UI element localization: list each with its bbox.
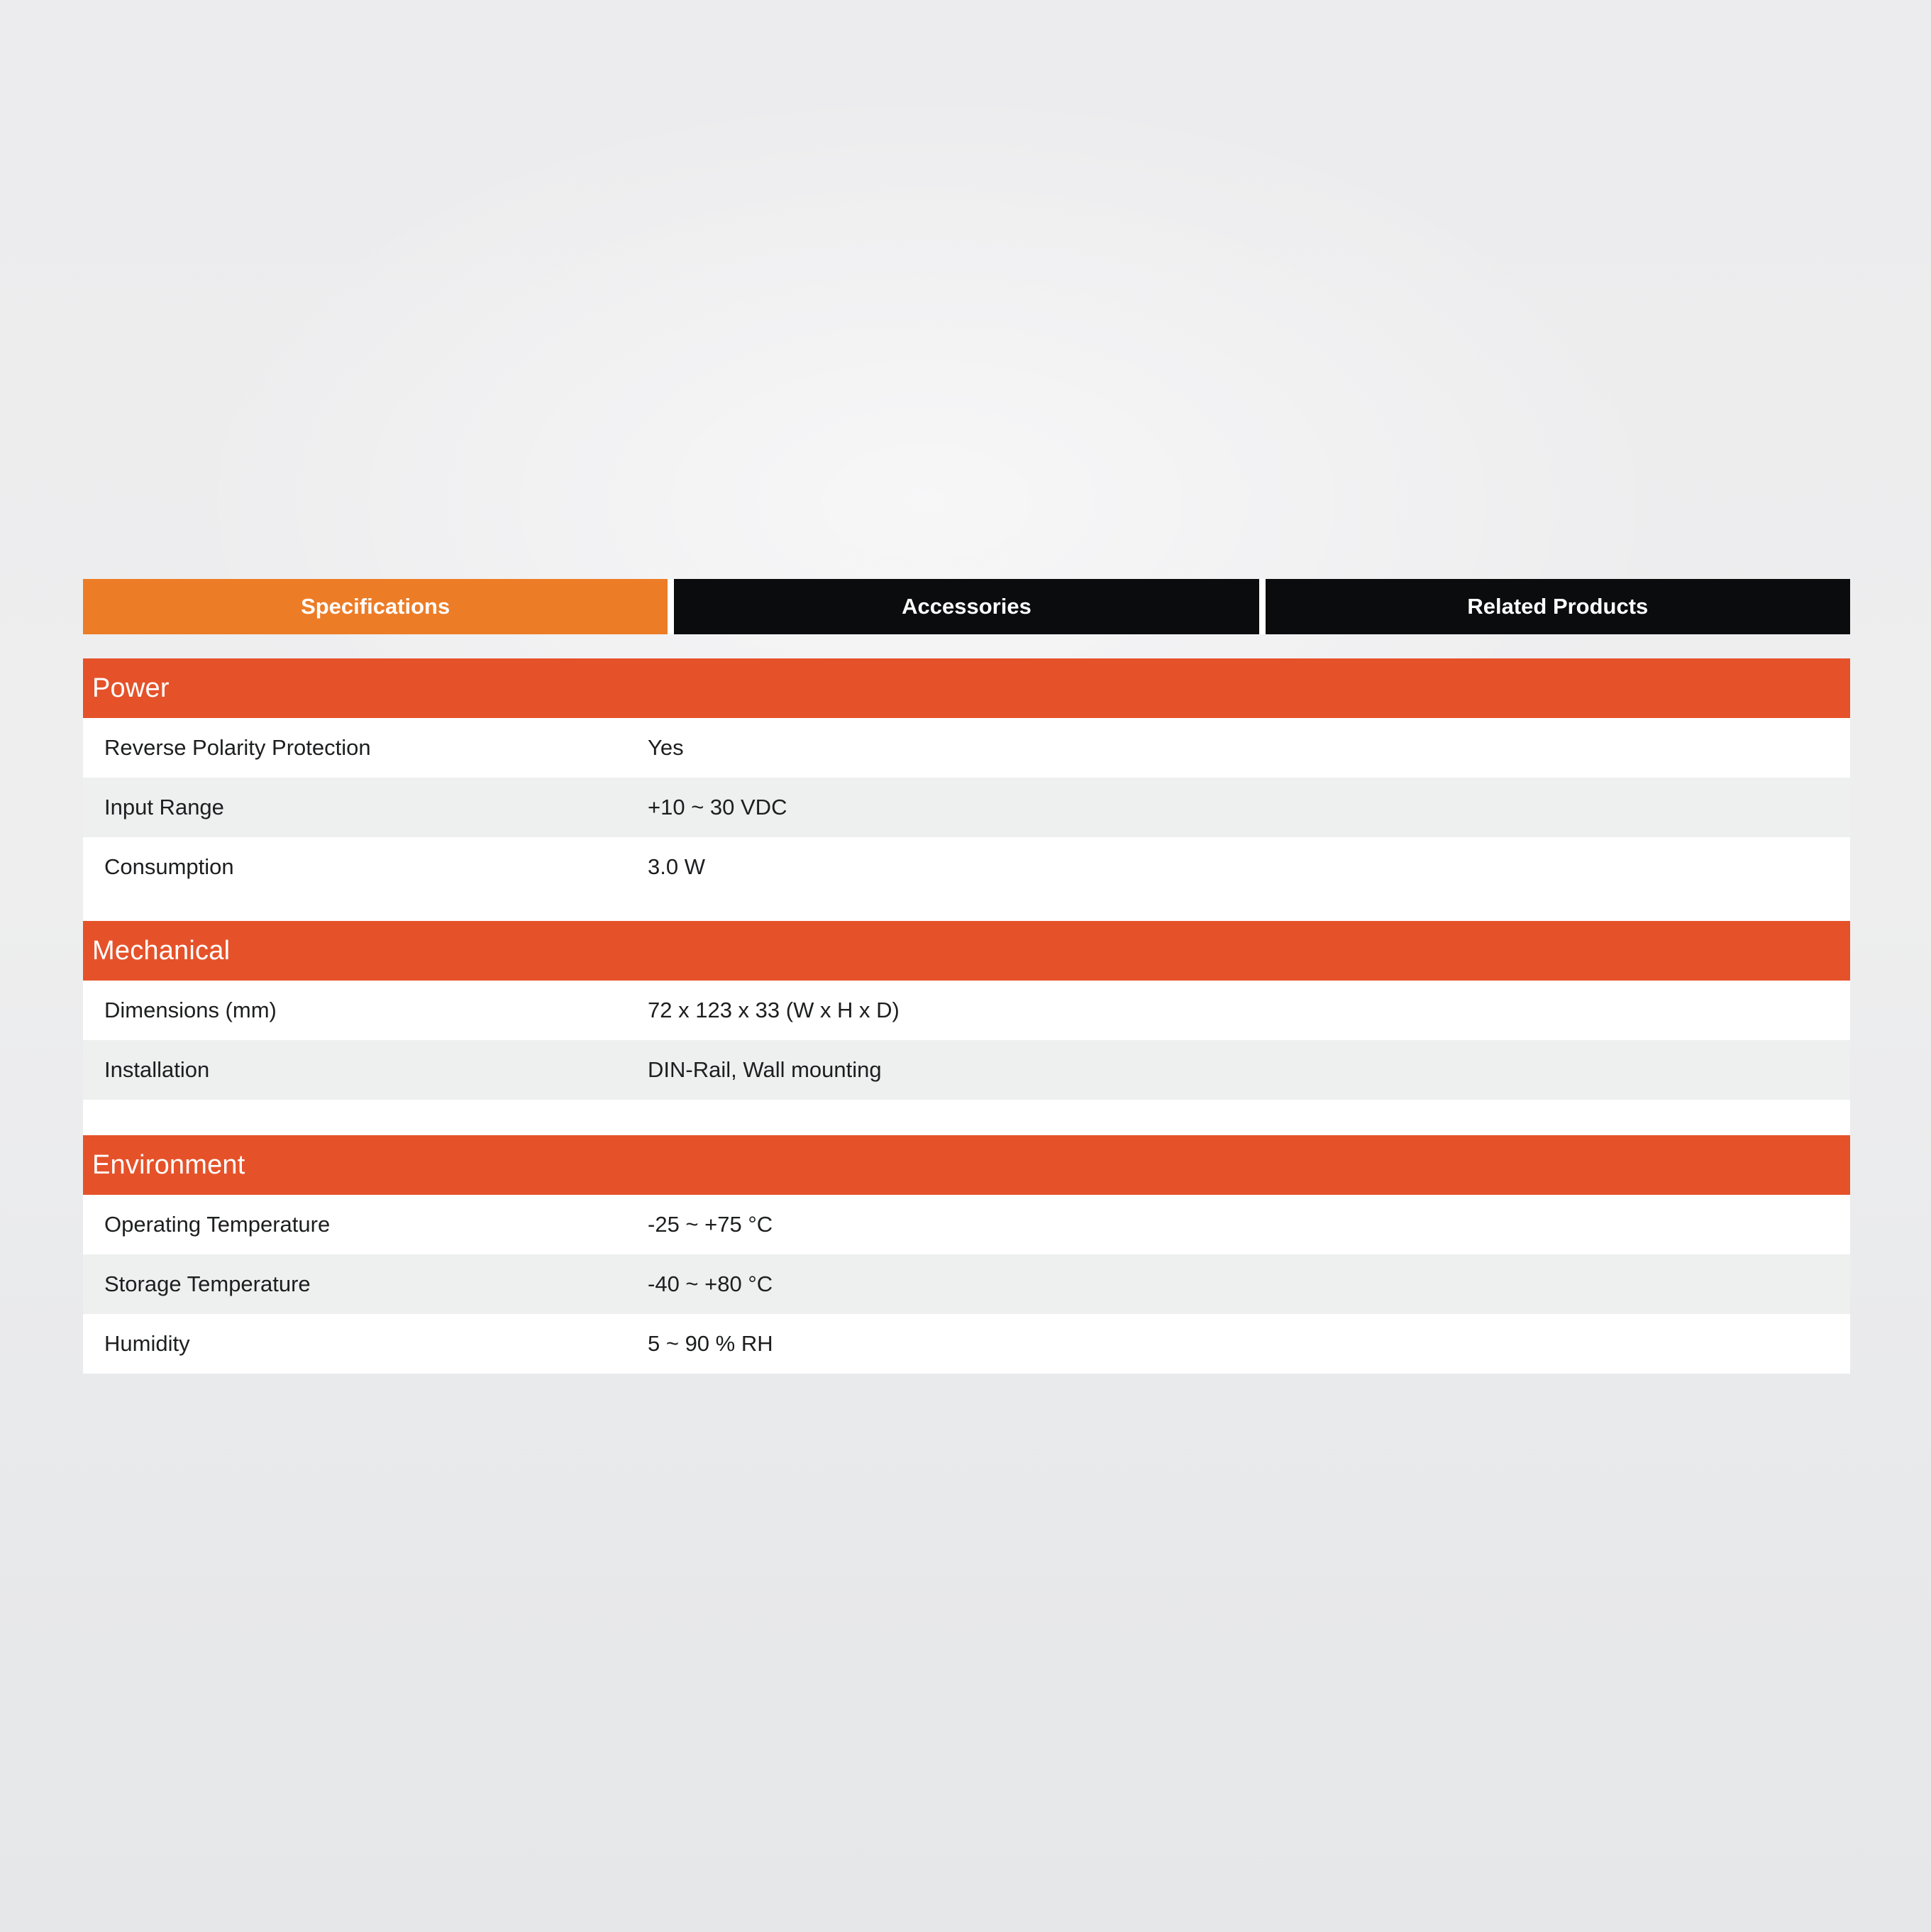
table-row: Installation DIN-Rail, Wall mounting — [83, 1040, 1850, 1100]
spec-value: 72 x 123 x 33 (W x H x D) — [648, 998, 900, 1022]
spec-label: Humidity — [104, 1331, 190, 1356]
tabbar-spacer — [83, 634, 1850, 658]
tab-accessories[interactable]: Accessories — [674, 579, 1259, 634]
spec-label: Input Range — [104, 795, 224, 819]
section-spacer — [83, 1100, 1850, 1135]
spec-value: 5 ~ 90 % RH — [648, 1331, 773, 1356]
spec-value: -40 ~ +80 °C — [648, 1271, 773, 1296]
spec-value: DIN-Rail, Wall mounting — [648, 1057, 882, 1082]
spec-label: Consumption — [104, 854, 234, 879]
spec-label: Storage Temperature — [104, 1271, 311, 1296]
tab-related-products[interactable]: Related Products — [1265, 579, 1850, 634]
table-row: Humidity 5 ~ 90 % RH — [83, 1314, 1850, 1374]
spec-label: Dimensions (mm) — [104, 998, 277, 1022]
section-header-mechanical: Mechanical — [83, 921, 1850, 981]
table-row: Storage Temperature -40 ~ +80 °C — [83, 1254, 1850, 1314]
spec-label: Installation — [104, 1057, 210, 1082]
specifications-table: Power Reverse Polarity Protection Yes In… — [83, 658, 1850, 1392]
spec-value: -25 ~ +75 °C — [648, 1212, 773, 1237]
section-spacer — [83, 897, 1850, 921]
table-row: Reverse Polarity Protection Yes — [83, 718, 1850, 778]
product-tabs: Specifications Accessories Related Produ… — [83, 579, 1850, 634]
table-row: Input Range +10 ~ 30 VDC — [83, 778, 1850, 837]
tab-specifications[interactable]: Specifications — [83, 579, 668, 634]
table-row: Dimensions (mm) 72 x 123 x 33 (W x H x D… — [83, 981, 1850, 1040]
spec-label: Reverse Polarity Protection — [104, 735, 371, 760]
table-row: Consumption 3.0 W — [83, 837, 1850, 897]
spec-value: +10 ~ 30 VDC — [648, 795, 787, 819]
spec-value: Yes — [648, 735, 684, 760]
product-detail-panel: Specifications Accessories Related Produ… — [83, 579, 1850, 1392]
table-footer-spacer — [83, 1374, 1850, 1392]
table-row: Operating Temperature -25 ~ +75 °C — [83, 1195, 1850, 1254]
section-header-power: Power — [83, 658, 1850, 718]
spec-value: 3.0 W — [648, 854, 705, 879]
section-header-environment: Environment — [83, 1135, 1850, 1195]
spec-label: Operating Temperature — [104, 1212, 331, 1237]
